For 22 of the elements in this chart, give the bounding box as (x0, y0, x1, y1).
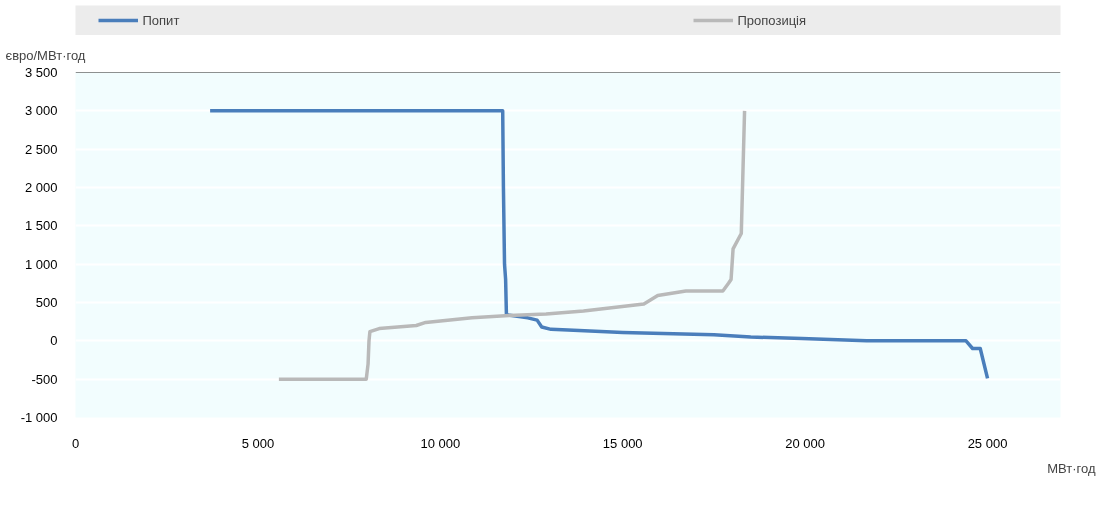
y-axis-title: євро/МВт·год (5, 47, 86, 63)
x-tick-label: 25 000 (967, 435, 1008, 451)
y-tick-label: 1 500 (24, 218, 58, 234)
y-tick-label: 0 (50, 333, 58, 349)
x-tick-label: 5 000 (241, 435, 275, 451)
x-tick-label: 0 (71, 435, 80, 451)
x-tick-label: 10 000 (420, 435, 461, 451)
y-tick-label: -1 000 (20, 410, 58, 425)
x-axis-title: МВт·год (1047, 460, 1096, 476)
y-tick-label: 3 000 (24, 103, 58, 119)
y-tick-label: 3 500 (24, 65, 58, 80)
x-tick-label: 15 000 (602, 435, 643, 451)
y-tick-label: -500 (31, 371, 58, 387)
legend-label: Пропозиція (737, 12, 808, 28)
y-tick-label: 500 (35, 295, 58, 310)
y-tick-label: 2 500 (24, 141, 58, 157)
y-tick-label: 2 000 (24, 180, 58, 195)
line-series (277, 109, 747, 381)
x-tick-label: 20 000 (785, 435, 826, 451)
line-series (208, 109, 990, 381)
y-tick-label: 1 000 (24, 256, 58, 272)
legend-label: Попит (142, 12, 181, 28)
